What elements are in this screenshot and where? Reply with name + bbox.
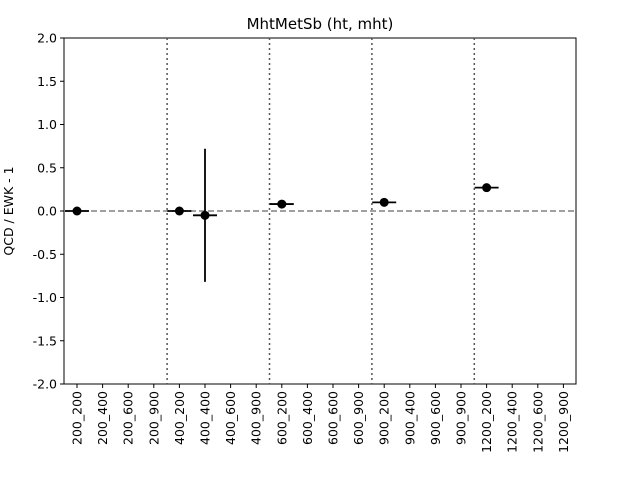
y-tick-label: -1.5 — [33, 333, 57, 348]
data-point — [72, 206, 82, 216]
x-tick-label: 900_400 — [402, 391, 417, 445]
x-tick-label: 900_200 — [377, 391, 392, 445]
x-tick-label: 400_200 — [172, 391, 187, 445]
x-tick-label: 400_600 — [223, 391, 238, 445]
y-tick-label: -2.0 — [33, 377, 57, 392]
x-tick-label: 900_900 — [454, 391, 469, 445]
data-point — [174, 206, 184, 216]
y-tick-label: 1.0 — [37, 117, 57, 132]
x-tick-label: 200_200 — [70, 391, 85, 445]
data-point — [277, 199, 287, 209]
y-tick-label: 1.5 — [37, 74, 57, 89]
x-tick-label: 600_400 — [300, 391, 315, 445]
plot-area: -2.0 -1.5 -1.0 -0.5 0.0 0.5 1.0 1.5 2.0 200_200 20… — [33, 31, 577, 453]
chart-title: MhtMetSb (ht, mht) — [247, 15, 394, 33]
x-tick-label: 400_900 — [249, 391, 264, 445]
data-point — [482, 183, 492, 193]
x-tick-label: 900_600 — [428, 391, 443, 445]
x-tick-label: 1200_600 — [530, 391, 545, 453]
y-tick-label: -0.5 — [33, 247, 57, 262]
y-tick-label: 0.5 — [37, 160, 57, 175]
data-point — [200, 210, 210, 220]
x-tick-label: 600_200 — [274, 391, 289, 445]
x-tick-label: 1200_400 — [505, 391, 520, 453]
y-tick-label: -1.0 — [33, 290, 57, 305]
x-tick-label: 200_900 — [146, 391, 161, 445]
data-point — [379, 197, 389, 207]
y-axis-label: QCD / EWK - 1 — [1, 166, 16, 255]
x-tick-label: 400_400 — [198, 391, 213, 445]
x-tick-label: 200_600 — [121, 391, 136, 445]
x-tick-label: 200_400 — [95, 391, 110, 445]
x-tick-label: 1200_200 — [479, 391, 494, 453]
x-tick-label: 1200_900 — [556, 391, 571, 453]
x-tick-label: 600_900 — [351, 391, 366, 445]
x-tick-label: 600_600 — [326, 391, 341, 445]
y-tick-label: 2.0 — [37, 31, 57, 46]
y-tick-label: 0.0 — [37, 204, 57, 219]
